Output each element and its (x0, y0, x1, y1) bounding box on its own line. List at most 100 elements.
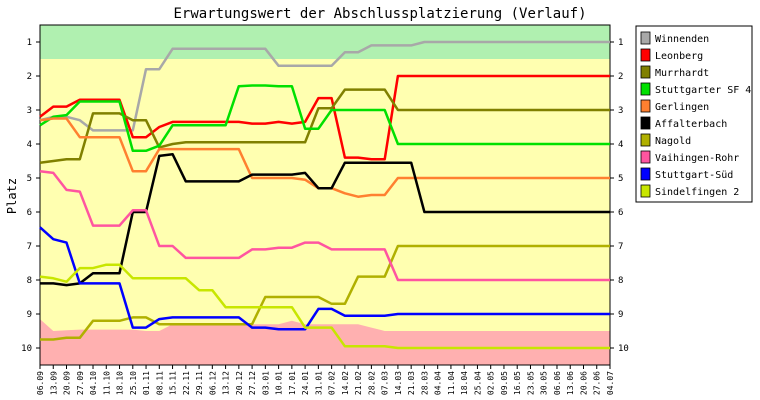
plot-frame (39, 24, 611, 366)
relegation-band (40, 319, 610, 365)
x-tick-label: 07.03 (381, 371, 390, 395)
legend-swatch (640, 167, 651, 181)
y-tick-label-right: 3 (618, 106, 623, 116)
y-tick-label-left: 1 (27, 38, 32, 48)
y-axis-label: Platz (5, 178, 19, 214)
y-tick-label-left: 2 (27, 72, 32, 82)
legend-swatch (640, 48, 651, 62)
legend-label: Sindelfingen 2 (655, 187, 739, 198)
y-tick-label-right: 6 (618, 208, 623, 218)
x-tick-label: 14.03 (394, 371, 403, 395)
x-tick-label: 06.06 (553, 371, 562, 395)
legend-swatch (640, 82, 651, 96)
plot-area: 1 1 2 2 3 3 4 4 5 5 6 6 7 7 8 8 9 9 10 10 06.09 13.09 20.09 27.… (21, 24, 629, 395)
chart-title: Erwartungswert der Abschlussplatzierung … (173, 6, 586, 22)
x-tick-label: 24.01 (301, 371, 310, 395)
x-tick-label: 02.05 (487, 371, 496, 395)
series-line-stuttgart-s-d (39, 226, 610, 331)
x-tick-label: 18.10 (116, 371, 125, 395)
x-tick-label: 29.11 (195, 371, 204, 395)
series-line-affalterbach (40, 152, 610, 287)
legend-label: Stuttgart-Süd (655, 170, 733, 181)
x-tick-label: 30.05 (540, 371, 549, 395)
legend-label: Nagold (655, 136, 691, 147)
x-tick-label: 17.01 (288, 371, 297, 395)
y-tick-label-left: 6 (27, 208, 32, 218)
y-tick-label-left: 7 (27, 242, 32, 252)
x-tick-label: 27.06 (593, 371, 602, 395)
x-tick-label: 09.05 (500, 371, 509, 395)
legend-swatch (640, 31, 651, 45)
legend-swatch (640, 133, 651, 147)
legend-swatch (640, 150, 651, 164)
y-tick-label-right: 1 (618, 38, 623, 48)
y-tick-label-right: 4 (618, 140, 623, 150)
x-tick-label: 22.11 (182, 371, 191, 395)
x-tick-label: 13.09 (49, 371, 58, 395)
legend-label: Gerlingen (655, 102, 709, 113)
series-line-sindelfingen-2 (39, 263, 610, 350)
x-tick-label: 11.10 (102, 371, 111, 395)
legend: Winnenden Leonberg Murrhardt Stuttgarter SF… (635, 25, 753, 203)
x-tick-label: 13.06 (566, 371, 575, 395)
y-tick-label-right: 2 (618, 72, 623, 82)
y-tick-label-left: 5 (27, 174, 32, 184)
x-tick-label: 23.05 (526, 371, 535, 395)
legend-label: Leonberg (655, 51, 703, 62)
x-tick-label: 20.12 (235, 371, 244, 395)
legend-box (635, 25, 753, 203)
y-tick-label-right: 5 (618, 174, 623, 184)
x-tick-label: 11.04 (447, 371, 456, 395)
series-line-nagold (40, 244, 610, 341)
x-tick-label: 14.02 (341, 371, 350, 395)
legend-label: Affalterbach (655, 119, 727, 130)
x-tick-label: 07.02 (328, 371, 337, 395)
x-tick-label: 04.04 (434, 371, 443, 395)
series-line-stuttgarter-sf-4 (39, 84, 610, 153)
series-line-vaihingen-rohr (39, 169, 610, 282)
x-tick-label: 20.06 (579, 371, 588, 395)
y-tick-label-left: 10 (21, 344, 32, 354)
x-tick-label: 04.10 (89, 371, 98, 395)
x-tick-label: 25.10 (129, 371, 138, 395)
x-tick-label: 25.04 (473, 371, 482, 395)
x-tick-label: 10.01 (275, 371, 284, 395)
x-tick-label: 21.03 (407, 371, 416, 395)
y-tick-label-left: 9 (27, 310, 32, 320)
legend-swatch (640, 184, 651, 198)
x-tick-label: 20.09 (63, 371, 72, 395)
x-tick-label: 27.09 (76, 371, 85, 395)
x-tick-label: 04.07 (606, 371, 615, 395)
x-tick-label: 27.12 (248, 371, 257, 395)
zone-middle (40, 59, 610, 331)
x-tick-label: 01.11 (142, 371, 151, 395)
legend-swatch (640, 99, 651, 113)
x-tick-label: 16.05 (513, 371, 522, 395)
legend-label: Vaihingen-Rohr (655, 153, 739, 164)
series-line-murrhardt (39, 88, 610, 164)
x-tick-label: 15.11 (169, 371, 178, 395)
x-tick-label: 31.01 (314, 371, 323, 395)
y-tick-label-right: 10 (618, 344, 629, 354)
y-tick-label-right: 7 (618, 242, 623, 252)
y-tick-label-right: 9 (618, 310, 623, 320)
legend-label: Winnenden (655, 34, 709, 45)
legend-label: Stuttgarter SF 4 (655, 85, 751, 96)
y-tick-label-left: 8 (27, 276, 32, 286)
x-tick-label: 18.04 (460, 371, 469, 395)
x-tick-label: 03.01 (261, 371, 270, 395)
x-tick-label: 28.03 (420, 371, 429, 395)
legend-swatch (640, 65, 651, 79)
x-tick-label: 06.12 (208, 371, 217, 395)
x-tick-label: 21.02 (354, 371, 363, 395)
x-tick-label: 13.12 (222, 371, 231, 395)
y-tick-label-left: 4 (27, 140, 32, 150)
series-line-leonberg (39, 74, 610, 161)
x-tick-label: 06.09 (36, 371, 45, 395)
legend-label: Murrhardt (655, 68, 709, 79)
y-tick-label-right: 8 (618, 276, 623, 286)
legend-swatch (640, 116, 651, 130)
x-tick-label: 28.02 (367, 371, 376, 395)
